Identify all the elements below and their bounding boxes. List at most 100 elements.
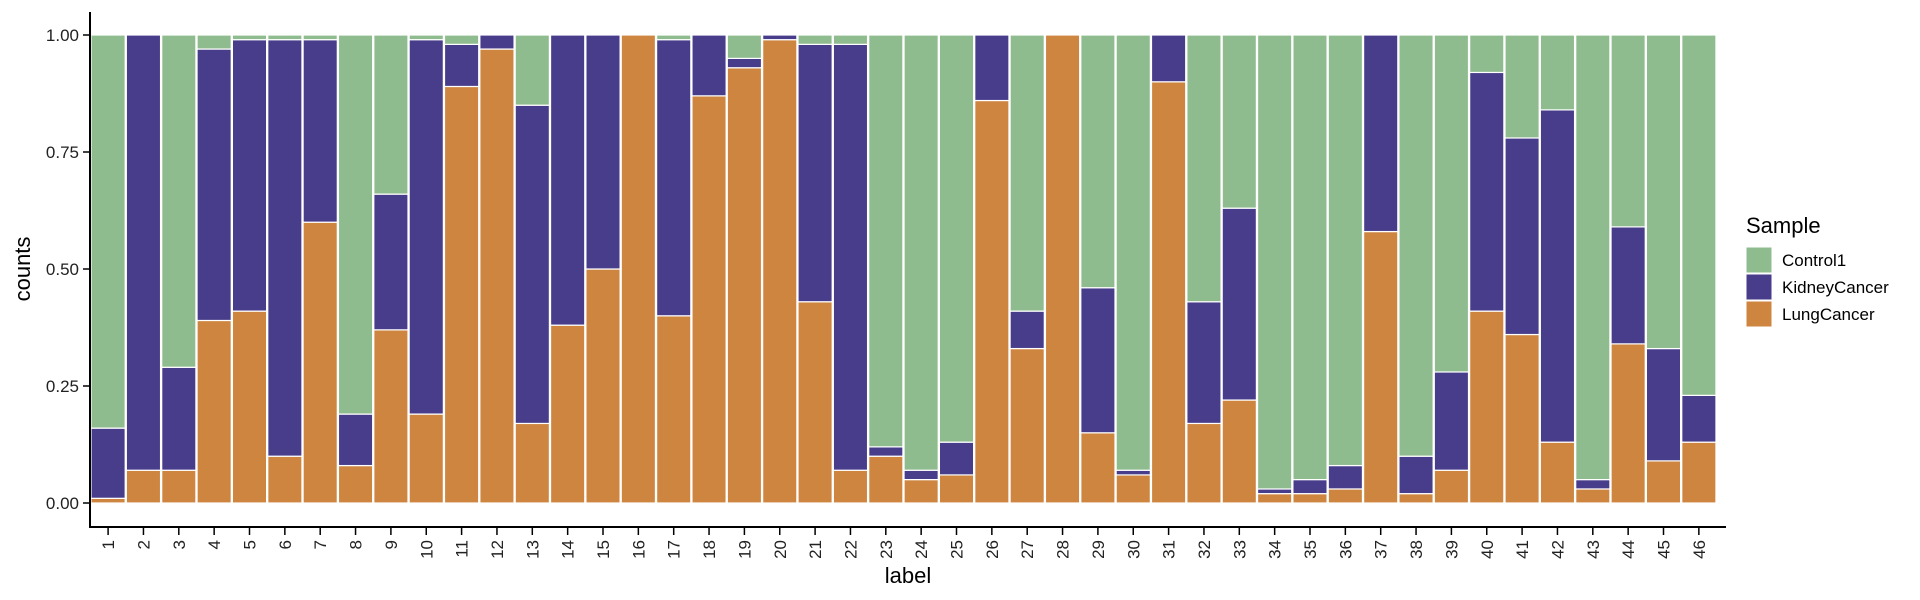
bar-segment-lungcancer-46 <box>1681 441 1717 504</box>
x-tick-label: 25 <box>948 540 967 559</box>
x-tick-label: 12 <box>488 540 507 559</box>
bar-segment-lungcancer-40 <box>1469 310 1505 504</box>
legend-swatch-lungcancer <box>1745 300 1773 328</box>
bar-segment-lungcancer-41 <box>1504 333 1540 504</box>
bar-segment-lungcancer-19 <box>726 67 763 504</box>
x-tick-label: 40 <box>1478 540 1497 559</box>
bar-segment-lungcancer-3 <box>161 469 197 504</box>
bar-segment-lungcancer-11 <box>443 85 480 504</box>
bar-segment-control1-40 <box>1469 34 1505 74</box>
bar-segment-lungcancer-16 <box>620 34 657 504</box>
x-tick-label: 36 <box>1336 540 1355 559</box>
bar-segment-control1-25 <box>938 34 975 443</box>
bar-segment-kidneycancer-23 <box>868 446 904 457</box>
bar-segment-lungcancer-17 <box>655 315 692 504</box>
bar-segment-lungcancer-2 <box>125 469 162 504</box>
bar-segment-lungcancer-6 <box>267 455 303 504</box>
bar-segment-lungcancer-24 <box>903 479 939 504</box>
bar-segment-control1-13 <box>514 34 551 106</box>
bar-segment-lungcancer-21 <box>797 301 833 504</box>
x-tick-label: 15 <box>594 540 613 559</box>
x-tick-label: 35 <box>1301 540 1320 559</box>
y-tick-label: 1.00 <box>46 26 79 45</box>
bar-segment-kidneycancer-3 <box>161 366 197 471</box>
bar-segment-control1-43 <box>1575 34 1611 481</box>
x-tick-label: 28 <box>1054 540 1073 559</box>
bar-segment-kidneycancer-2 <box>125 34 162 471</box>
x-tick-label: 2 <box>134 540 153 549</box>
bar-segment-kidneycancer-29 <box>1080 287 1116 434</box>
bar-segment-lungcancer-18 <box>691 95 727 504</box>
bar-segment-control1-10 <box>408 34 444 41</box>
bar-segment-kidneycancer-26 <box>974 34 1010 102</box>
bar-segment-control1-27 <box>1009 34 1045 312</box>
x-tick-label: 23 <box>877 540 896 559</box>
bar-segment-kidneycancer-38 <box>1398 455 1434 495</box>
bar-segment-kidneycancer-20 <box>762 34 798 41</box>
bar-segment-lungcancer-39 <box>1433 469 1470 504</box>
x-tick-label: 33 <box>1230 540 1249 559</box>
bar-segment-control1-44 <box>1610 34 1646 228</box>
bar-segment-kidneycancer-5 <box>231 39 268 312</box>
bar-segment-control1-30 <box>1115 34 1151 471</box>
x-tick-label: 1 <box>99 540 118 549</box>
x-tick-label: 5 <box>241 540 260 549</box>
bar-segment-lungcancer-8 <box>337 464 374 504</box>
bar-segment-lungcancer-34 <box>1256 493 1293 504</box>
bar-segment-control1-3 <box>161 34 197 368</box>
x-tick-label: 37 <box>1372 540 1391 559</box>
bar-segment-kidneycancer-45 <box>1645 347 1682 462</box>
bar-segment-lungcancer-22 <box>832 469 869 504</box>
bar-segment-lungcancer-29 <box>1080 432 1116 504</box>
x-tick-label: 44 <box>1619 540 1638 559</box>
bar-segment-kidneycancer-17 <box>655 39 692 317</box>
bar-segment-lungcancer-36 <box>1327 488 1364 504</box>
x-tick-label: 11 <box>453 540 472 558</box>
bar-segment-lungcancer-5 <box>231 310 268 504</box>
bar-segment-kidneycancer-22 <box>832 43 869 471</box>
bar-segment-lungcancer-28 <box>1044 34 1081 504</box>
bar-segment-kidneycancer-42 <box>1539 109 1576 443</box>
bars-layer <box>90 34 1717 504</box>
x-tick-label: 34 <box>1266 540 1285 559</box>
x-tick-label: 3 <box>170 540 189 549</box>
bar-segment-control1-45 <box>1645 34 1682 350</box>
x-tick-label: 22 <box>841 540 860 559</box>
x-ticks-layer: 1 2 3 4 5 6 7 8 9 10 11 12 13 14 15 16 17 18 19 20 21 22 23 24 2… <box>99 528 1709 559</box>
bar-segment-control1-6 <box>267 34 303 41</box>
bar-segment-lungcancer-38 <box>1398 493 1434 504</box>
bar-segment-kidneycancer-33 <box>1221 207 1257 401</box>
bar-segment-kidneycancer-36 <box>1327 464 1364 490</box>
x-tick-label: 17 <box>665 540 684 559</box>
bar-segment-lungcancer-20 <box>762 39 798 504</box>
bar-segment-control1-34 <box>1256 34 1293 490</box>
bar-segment-lungcancer-15 <box>585 268 621 504</box>
bar-segment-lungcancer-44 <box>1610 343 1646 504</box>
legend-swatch-kidneycancer <box>1745 273 1773 301</box>
x-tick-label: 16 <box>629 540 648 559</box>
bar-segment-kidneycancer-21 <box>797 43 833 303</box>
y-tick-label: 0.75 <box>46 143 79 162</box>
bar-segment-kidneycancer-11 <box>443 43 480 88</box>
x-tick-label: 13 <box>523 540 542 559</box>
y-ticks-layer: 0.00 0.25 0.50 0.75 1.00 <box>46 26 90 513</box>
bar-segment-control1-11 <box>443 34 480 45</box>
x-tick-label: 6 <box>276 540 295 549</box>
bar-segment-lungcancer-42 <box>1539 441 1576 504</box>
bar-segment-control1-41 <box>1504 34 1540 139</box>
bar-segment-kidneycancer-15 <box>585 34 621 270</box>
legend-label-kidneycancer: KidneyCancer <box>1782 278 1889 297</box>
bar-segment-kidneycancer-12 <box>479 34 515 50</box>
bar-segment-control1-33 <box>1221 34 1257 209</box>
bar-segment-lungcancer-10 <box>408 413 444 504</box>
bar-segment-lungcancer-33 <box>1221 399 1257 504</box>
bar-segment-kidneycancer-25 <box>938 441 975 476</box>
x-tick-label: 4 <box>205 540 224 549</box>
bar-segment-kidneycancer-6 <box>267 39 303 457</box>
bar-segment-kidneycancer-4 <box>196 48 232 322</box>
legend-label-lungcancer: LungCancer <box>1782 305 1875 324</box>
legend-swatch-control1 <box>1745 246 1773 274</box>
x-tick-label: 21 <box>806 540 825 559</box>
bar-segment-lungcancer-30 <box>1115 474 1151 504</box>
